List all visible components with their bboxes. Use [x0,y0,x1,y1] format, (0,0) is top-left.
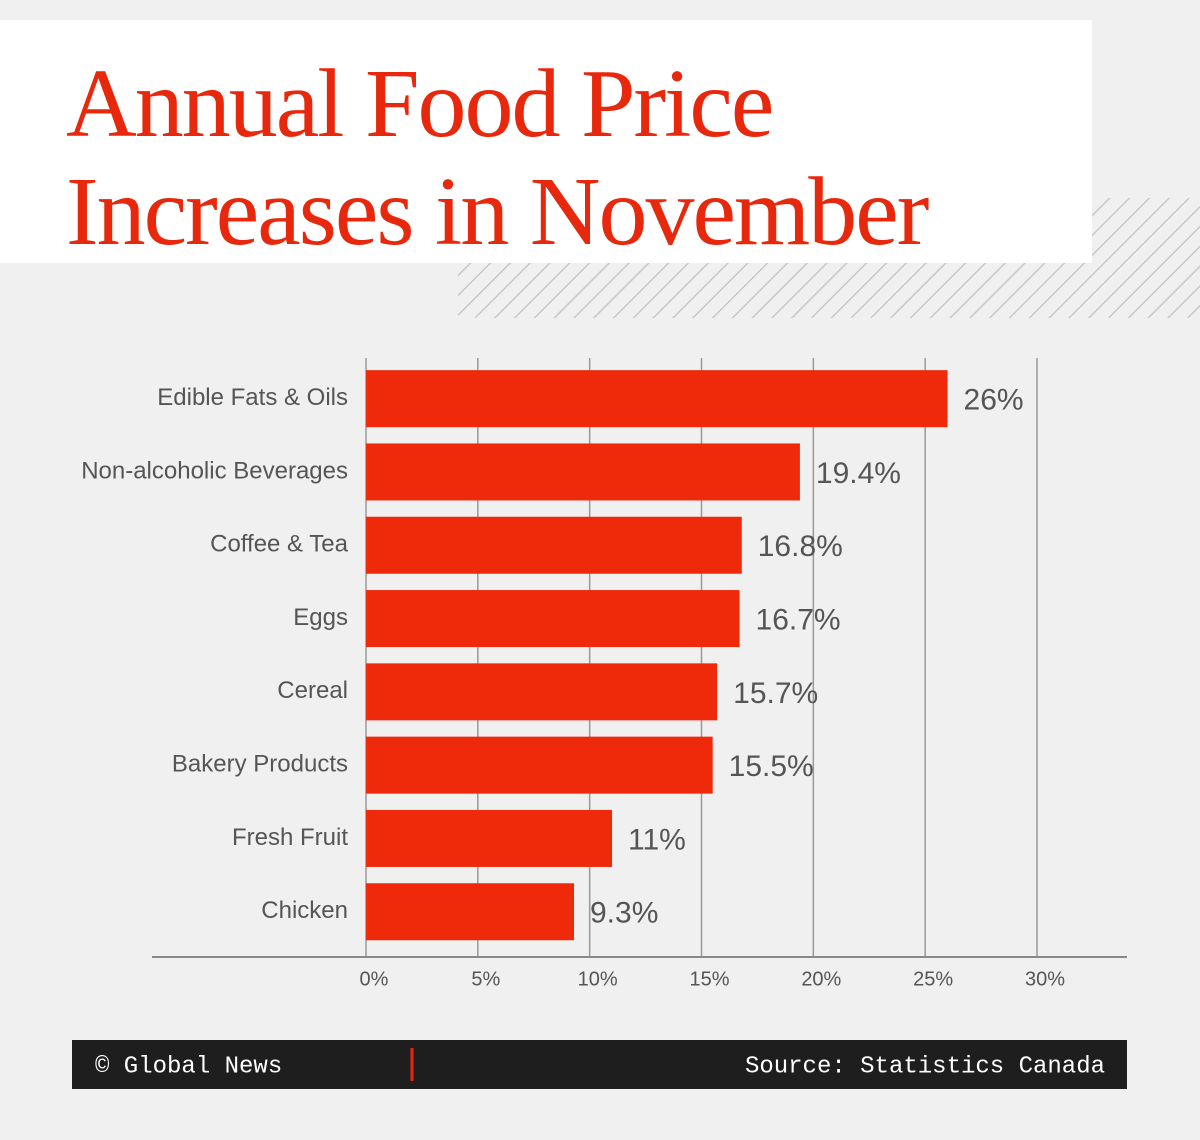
value-label: 15.7% [733,677,818,710]
y-tick-label: Edible Fats & Oils [157,384,348,411]
x-tick-label: 15% [689,968,729,990]
credit: © Global News [95,1053,282,1080]
y-tick-label: Eggs [293,604,348,631]
value-label: 16.7% [756,603,841,636]
value-label: 26% [964,384,1024,417]
y-tick-label: Chicken [261,897,348,924]
bar [366,663,718,721]
bar [366,809,613,867]
x-tick-label: 5% [471,968,500,990]
footer-bar [72,1040,1127,1089]
x-tick-label: 25% [913,968,953,990]
chart-title: Annual Food Price Increases in November [66,50,929,266]
y-tick-label: Non-alcoholic Beverages [81,457,348,484]
bar [366,370,948,428]
source: Source: Statistics Canada [745,1053,1105,1080]
x-tick-label: 30% [1025,968,1065,990]
value-label: 19.4% [816,457,901,490]
value-label: 16.8% [758,530,843,563]
value-label: 11% [628,823,686,856]
bar [366,883,575,941]
x-tick-label: 10% [578,968,618,990]
x-tick-label: 20% [801,968,841,990]
bar [366,443,800,501]
bar [366,590,740,648]
y-tick-label: Fresh Fruit [232,824,348,851]
y-tick-label: Bakery Products [172,750,348,777]
x-tick-label: 0% [360,968,389,990]
y-tick-label: Cereal [277,677,348,704]
value-label: 9.3% [590,897,658,930]
title-box: Annual Food Price Increases in November [0,20,1092,266]
y-tick-label: Coffee & Tea [210,531,349,558]
bar [366,736,713,794]
value-label: 15.5% [729,750,814,783]
bar [366,516,742,574]
